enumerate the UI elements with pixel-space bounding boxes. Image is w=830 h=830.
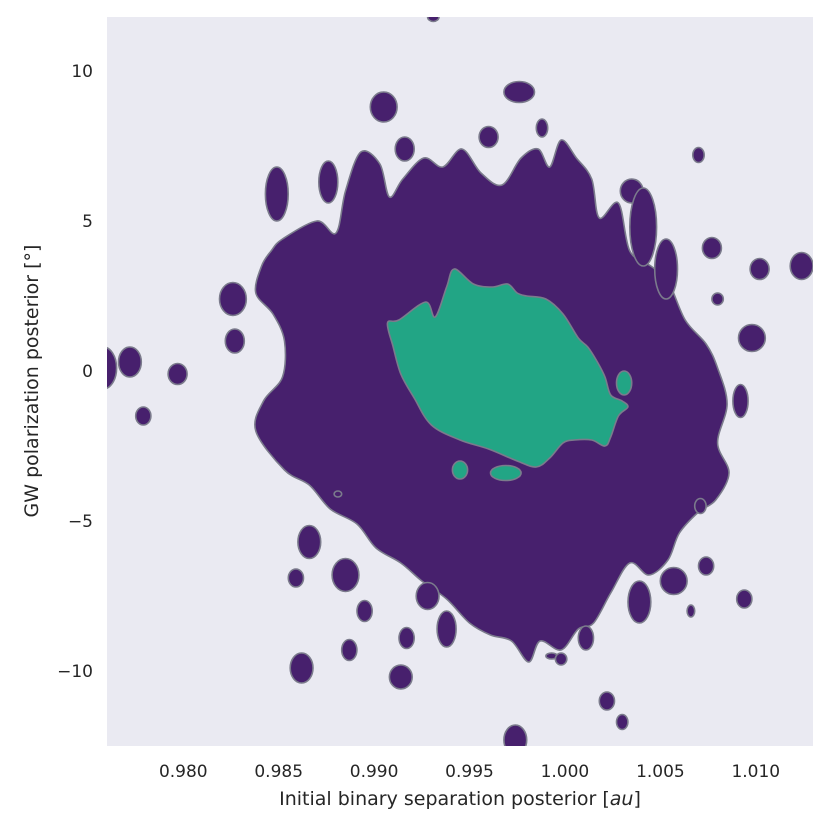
outer-contour-island <box>117 346 143 378</box>
outer-contour-island <box>436 610 457 648</box>
x-axis-label-main: Initial binary separation posterior [ <box>279 788 610 810</box>
outer-contour-island <box>749 257 770 281</box>
x-tick-labels: 0.980 0.985 0.990 0.995 1.000 1.005 1.010 <box>159 762 780 782</box>
outer-contour-island <box>789 251 813 281</box>
outer-contour-island <box>735 589 753 609</box>
outer-contour-island <box>356 599 373 623</box>
y-tick-labels: −10 −5 0 5 10 <box>57 62 93 682</box>
outer-contour-island <box>289 652 314 684</box>
y-tick-label: 0 <box>82 362 93 382</box>
outer-contour-island <box>554 652 568 666</box>
outer-contour-island <box>317 160 339 204</box>
outer-contour-island <box>686 604 696 618</box>
outer-contour-island <box>388 664 413 690</box>
outer-contour-island <box>398 626 415 650</box>
y-tick-label: −10 <box>57 662 93 682</box>
outer-contour-island <box>628 187 658 267</box>
outer-contour-island <box>394 136 416 162</box>
outer-contour-island <box>577 625 595 651</box>
outer-contour-island <box>627 580 652 624</box>
outer-contour-island <box>287 568 305 588</box>
outer-contour-island <box>691 146 705 164</box>
y-axis-label: GW polarization posterior [°] <box>21 245 43 518</box>
outer-contour-island <box>697 556 715 576</box>
outer-contour-island <box>167 362 188 386</box>
x-tick-label: 0.980 <box>159 762 208 782</box>
outer-contour-island <box>107 346 118 390</box>
outer-contour-island <box>598 691 616 711</box>
outer-contour-island <box>653 238 679 300</box>
inner-contour-level <box>386 268 633 482</box>
x-tick-label: 0.990 <box>350 762 399 782</box>
outer-contour-island <box>693 497 707 515</box>
x-axis-label-unit: au <box>610 788 634 810</box>
x-axis-label: Initial binary separation posterior [au] <box>279 788 641 810</box>
x-tick-label: 0.995 <box>445 762 494 782</box>
outer-contour-island <box>340 638 358 662</box>
outer-contour-island <box>426 17 440 23</box>
x-tick-label: 0.985 <box>254 762 303 782</box>
x-tick-label: 1.000 <box>541 762 590 782</box>
inner-contour-island <box>615 370 633 396</box>
outer-contour-island <box>369 91 398 123</box>
y-tick-label: −5 <box>68 512 93 532</box>
outer-contour-island <box>711 292 725 306</box>
outer-contour-island <box>701 236 723 260</box>
inner-contour-island <box>451 460 469 480</box>
outer-contour-island <box>218 281 248 317</box>
x-axis-label-end: ] <box>633 788 640 810</box>
outer-contour-island <box>535 118 549 138</box>
outer-contour-island <box>503 80 536 104</box>
contour-layers <box>107 17 813 746</box>
outer-contour-island <box>224 328 246 354</box>
inner-contour-region <box>386 268 629 468</box>
outer-contour-island <box>333 490 343 498</box>
outer-contour-island <box>732 383 749 419</box>
x-tick-label: 1.010 <box>731 762 780 782</box>
outer-contour-island <box>503 724 528 746</box>
outer-contour-island <box>659 566 688 596</box>
outer-contour-island <box>134 406 152 426</box>
outer-contour-island <box>478 125 499 149</box>
outer-contour-island <box>264 166 289 222</box>
outer-contour-island <box>615 713 629 731</box>
outer-contour-island <box>297 524 322 560</box>
inner-contour-island <box>489 464 522 482</box>
y-tick-label: 5 <box>82 212 93 232</box>
x-tick-label: 1.005 <box>636 762 685 782</box>
outer-contour-island <box>415 581 440 611</box>
y-tick-label: 10 <box>71 62 93 82</box>
outer-contour-island <box>331 557 360 593</box>
outer-contour-island <box>737 323 767 353</box>
